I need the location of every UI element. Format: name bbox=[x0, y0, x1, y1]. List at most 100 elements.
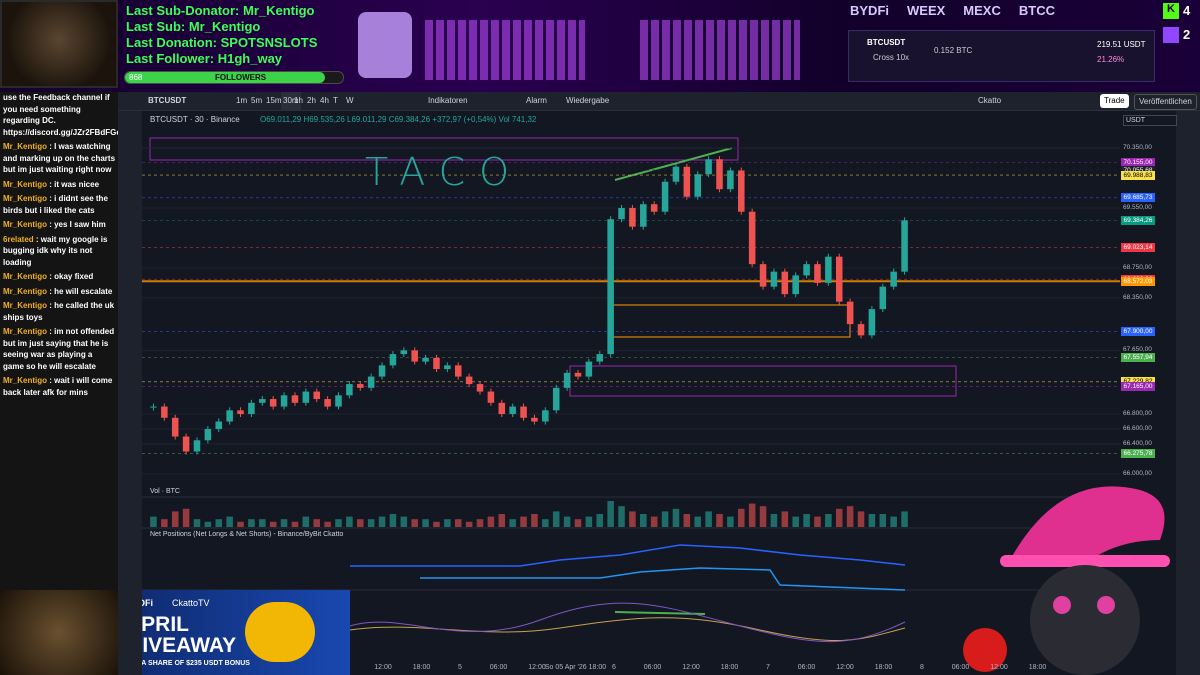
candle bbox=[531, 417, 538, 422]
interval[interactable]: 1m bbox=[236, 96, 248, 105]
twitch-icon bbox=[1163, 27, 1179, 43]
x-tick-label: 06:00 bbox=[797, 664, 816, 671]
volume-bar bbox=[313, 519, 320, 527]
volume-bar bbox=[716, 514, 723, 527]
ad-banner: BYDFi CkattoTV APRIL GIVEAWAY WIN A SHAR… bbox=[0, 590, 350, 675]
volume-bar bbox=[161, 519, 168, 527]
chat-message: Mr_Kentigo : he will escalate bbox=[3, 286, 113, 296]
volume-bar bbox=[389, 514, 397, 527]
jar bbox=[358, 12, 412, 78]
candle bbox=[650, 204, 658, 212]
chat-message: Mr_Kentigo : I was watching and marking … bbox=[3, 142, 116, 174]
candle bbox=[313, 391, 320, 400]
y-tick-label: 66.600,00 bbox=[1123, 425, 1152, 433]
candle bbox=[727, 170, 734, 190]
chat-message: Mr_Kentigo : he called the uk ships toys bbox=[3, 301, 115, 322]
toolbar-item[interactable]: Alarm bbox=[526, 96, 547, 105]
chat-message: Mr_Kentigo : it was nicee bbox=[3, 179, 100, 189]
ad-subtitle: WIN A SHARE OF $235 USDT BONUS bbox=[126, 660, 250, 667]
candle bbox=[825, 256, 832, 283]
volume-bar bbox=[237, 521, 244, 527]
volume-bar bbox=[454, 519, 462, 527]
volume-bar bbox=[748, 503, 756, 527]
sponsor: BTCC bbox=[1018, 3, 1055, 18]
hat-brim bbox=[1000, 555, 1170, 567]
interval[interactable]: 15m bbox=[266, 96, 282, 105]
candle bbox=[683, 166, 691, 197]
interval[interactable]: 30m bbox=[281, 92, 301, 110]
candle bbox=[204, 429, 212, 441]
interval[interactable]: 1h bbox=[294, 96, 303, 105]
candle bbox=[563, 372, 571, 388]
volume-bar bbox=[193, 519, 201, 527]
candle bbox=[237, 410, 244, 415]
equalizer bbox=[640, 20, 800, 80]
follower-label: FOLLOWERS bbox=[215, 73, 267, 82]
volume-bar bbox=[259, 519, 266, 527]
candle bbox=[520, 406, 527, 418]
volume-bar bbox=[487, 516, 495, 527]
volume-bar bbox=[846, 506, 854, 527]
interval[interactable]: 5m bbox=[251, 96, 263, 105]
y-tick-label: 66.000,00 bbox=[1123, 470, 1152, 477]
volume-bar bbox=[629, 511, 636, 527]
toolbar-item[interactable]: Indikatoren bbox=[428, 96, 468, 105]
candle bbox=[498, 402, 506, 415]
account[interactable]: Ckatto bbox=[978, 96, 1002, 105]
currency-select[interactable]: USDT bbox=[1123, 115, 1177, 126]
chat-user: Mr_Kentigo bbox=[3, 272, 47, 281]
drawn-text: TACO bbox=[365, 150, 524, 194]
interval[interactable]: T bbox=[333, 96, 338, 105]
candle bbox=[269, 399, 277, 407]
cat-portrait bbox=[0, 590, 118, 675]
volume-bar bbox=[890, 516, 897, 527]
toolbar-item[interactable]: Wiedergabe bbox=[566, 96, 610, 105]
publish-button[interactable]: Veröffentlichen bbox=[1134, 94, 1197, 110]
ad-partner: CkattoTV bbox=[172, 598, 210, 608]
candle bbox=[509, 406, 516, 415]
volume-bar bbox=[738, 508, 745, 527]
volume-bar bbox=[814, 516, 821, 527]
price-tag: 70.055,68 bbox=[1121, 165, 1155, 175]
volume-bar bbox=[531, 514, 538, 527]
volume-bar bbox=[781, 511, 789, 527]
candle bbox=[672, 166, 680, 182]
chat-message: Mr_Kentigo : wait i will come back later… bbox=[3, 376, 113, 397]
interval[interactable]: W bbox=[346, 96, 354, 105]
volume-bar bbox=[694, 516, 701, 527]
volume-bar bbox=[770, 514, 778, 527]
sponsor: MEXC bbox=[963, 3, 1001, 18]
candle bbox=[770, 271, 778, 287]
volume-bar bbox=[792, 516, 799, 527]
volume-bar bbox=[248, 519, 255, 527]
x-tick-label: 12:00 bbox=[836, 664, 854, 671]
volume-bar bbox=[302, 516, 310, 527]
symbol-search[interactable]: BTCUSDT bbox=[148, 96, 187, 105]
volume-bar bbox=[150, 516, 157, 527]
webcam bbox=[0, 0, 118, 88]
candle bbox=[378, 365, 386, 377]
candle bbox=[193, 440, 201, 452]
volume-bar bbox=[465, 521, 473, 527]
x-tick-label: 18:00 bbox=[720, 664, 739, 671]
candle bbox=[716, 159, 723, 190]
candle bbox=[150, 406, 157, 408]
candle bbox=[640, 204, 647, 227]
interval[interactable]: 4h bbox=[320, 96, 329, 105]
volume-bar bbox=[618, 506, 625, 527]
volume-bar bbox=[803, 514, 810, 527]
candle bbox=[444, 365, 451, 370]
trade-button[interactable]: Trade bbox=[1100, 94, 1129, 108]
candle bbox=[335, 395, 342, 407]
x-tick-label: 12:00 bbox=[990, 664, 1008, 671]
interval[interactable]: 2h bbox=[307, 96, 316, 105]
chat-text: wait i will come back later afk for mins bbox=[3, 376, 113, 397]
volume-bar bbox=[367, 519, 375, 527]
candle bbox=[868, 309, 876, 336]
chat-message: Mr_Kentigo : yes I saw him bbox=[3, 220, 106, 229]
chat-message: Mr_Kentigo : im not offended but im just… bbox=[3, 327, 115, 371]
volume-bar bbox=[400, 516, 408, 527]
net-positions bbox=[350, 544, 906, 567]
